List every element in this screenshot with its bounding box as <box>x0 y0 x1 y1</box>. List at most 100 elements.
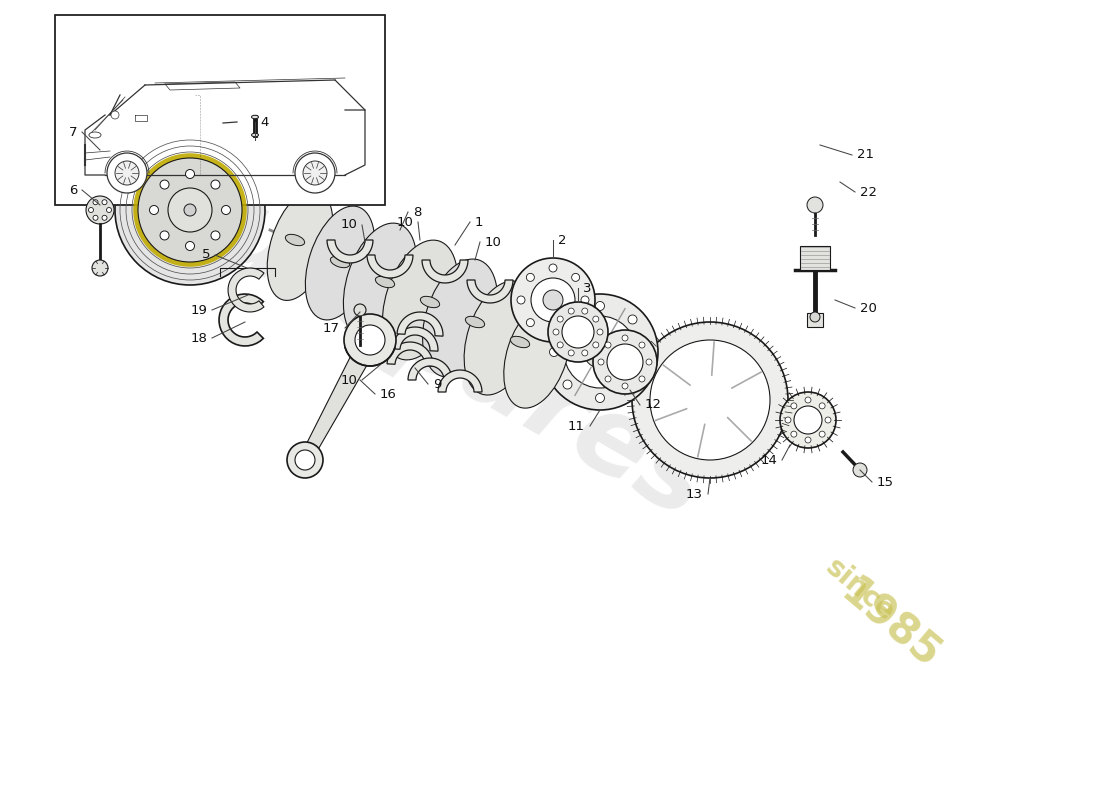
Circle shape <box>542 294 658 410</box>
Circle shape <box>807 197 823 213</box>
Circle shape <box>531 278 575 322</box>
Circle shape <box>598 359 604 365</box>
Circle shape <box>517 296 525 304</box>
Circle shape <box>295 450 315 470</box>
Ellipse shape <box>422 259 497 377</box>
Circle shape <box>550 347 559 357</box>
Circle shape <box>558 316 563 322</box>
Circle shape <box>569 308 574 314</box>
Circle shape <box>593 342 598 348</box>
Polygon shape <box>228 268 264 312</box>
Circle shape <box>564 316 636 388</box>
Text: 18: 18 <box>190 331 207 345</box>
Text: 1985: 1985 <box>833 572 948 678</box>
Circle shape <box>628 315 637 324</box>
Bar <box>807 313 823 327</box>
Circle shape <box>791 403 796 409</box>
Circle shape <box>354 304 366 316</box>
Ellipse shape <box>330 256 350 268</box>
Circle shape <box>86 196 114 224</box>
Circle shape <box>138 158 242 262</box>
Circle shape <box>794 406 822 434</box>
Circle shape <box>211 231 220 240</box>
Circle shape <box>593 316 598 322</box>
Bar <box>55 15 385 205</box>
Circle shape <box>582 350 587 356</box>
Ellipse shape <box>89 132 101 138</box>
Circle shape <box>111 111 119 119</box>
Text: 19: 19 <box>190 303 207 317</box>
Circle shape <box>820 403 825 409</box>
Circle shape <box>621 335 628 341</box>
Circle shape <box>805 397 811 403</box>
Text: 17: 17 <box>323 322 340 334</box>
Circle shape <box>344 314 396 366</box>
Circle shape <box>92 260 108 276</box>
Ellipse shape <box>510 336 529 348</box>
Ellipse shape <box>383 240 458 360</box>
Ellipse shape <box>420 296 440 308</box>
Circle shape <box>168 188 212 232</box>
Text: 12: 12 <box>645 398 662 411</box>
Circle shape <box>639 342 645 348</box>
Text: 8: 8 <box>412 206 421 218</box>
Circle shape <box>569 350 574 356</box>
Text: 10: 10 <box>340 218 358 231</box>
Circle shape <box>597 329 603 335</box>
Circle shape <box>621 383 628 389</box>
Circle shape <box>785 417 791 423</box>
Text: 11: 11 <box>568 419 585 433</box>
Circle shape <box>650 340 770 460</box>
Text: 20: 20 <box>860 302 877 314</box>
Text: 5: 5 <box>201 249 210 262</box>
Circle shape <box>553 329 559 335</box>
Circle shape <box>563 315 572 324</box>
Circle shape <box>94 200 98 205</box>
Circle shape <box>184 204 196 216</box>
Text: 3: 3 <box>583 282 592 294</box>
Ellipse shape <box>285 234 305 246</box>
Ellipse shape <box>252 115 258 118</box>
Circle shape <box>607 344 644 380</box>
Text: 14: 14 <box>760 454 777 466</box>
Text: 10: 10 <box>340 374 358 386</box>
Text: 4: 4 <box>260 115 268 129</box>
Circle shape <box>639 376 645 382</box>
Polygon shape <box>468 280 513 303</box>
Polygon shape <box>392 327 438 351</box>
Circle shape <box>593 330 657 394</box>
Ellipse shape <box>252 134 258 137</box>
Circle shape <box>186 170 195 178</box>
Circle shape <box>595 302 605 310</box>
Text: 21: 21 <box>857 149 874 162</box>
Circle shape <box>791 431 796 437</box>
Circle shape <box>805 437 811 443</box>
Circle shape <box>107 153 147 193</box>
Circle shape <box>94 215 98 220</box>
Circle shape <box>595 394 605 402</box>
Circle shape <box>160 180 169 189</box>
Circle shape <box>549 264 557 272</box>
Polygon shape <box>367 255 412 278</box>
Circle shape <box>563 380 572 389</box>
Circle shape <box>582 308 587 314</box>
Polygon shape <box>299 335 378 463</box>
Circle shape <box>116 161 139 185</box>
Circle shape <box>632 322 788 478</box>
Text: 13: 13 <box>686 487 703 501</box>
Text: 2: 2 <box>558 234 566 246</box>
Text: 22: 22 <box>860 186 877 198</box>
Ellipse shape <box>465 316 485 328</box>
Ellipse shape <box>375 276 395 288</box>
Circle shape <box>116 135 265 285</box>
Circle shape <box>605 376 610 382</box>
Text: 9: 9 <box>433 378 441 390</box>
Circle shape <box>581 296 589 304</box>
Circle shape <box>355 325 385 355</box>
Circle shape <box>810 312 820 322</box>
Polygon shape <box>219 294 263 346</box>
Circle shape <box>527 274 535 282</box>
Circle shape <box>102 200 107 205</box>
Circle shape <box>527 318 535 326</box>
Polygon shape <box>387 342 433 366</box>
